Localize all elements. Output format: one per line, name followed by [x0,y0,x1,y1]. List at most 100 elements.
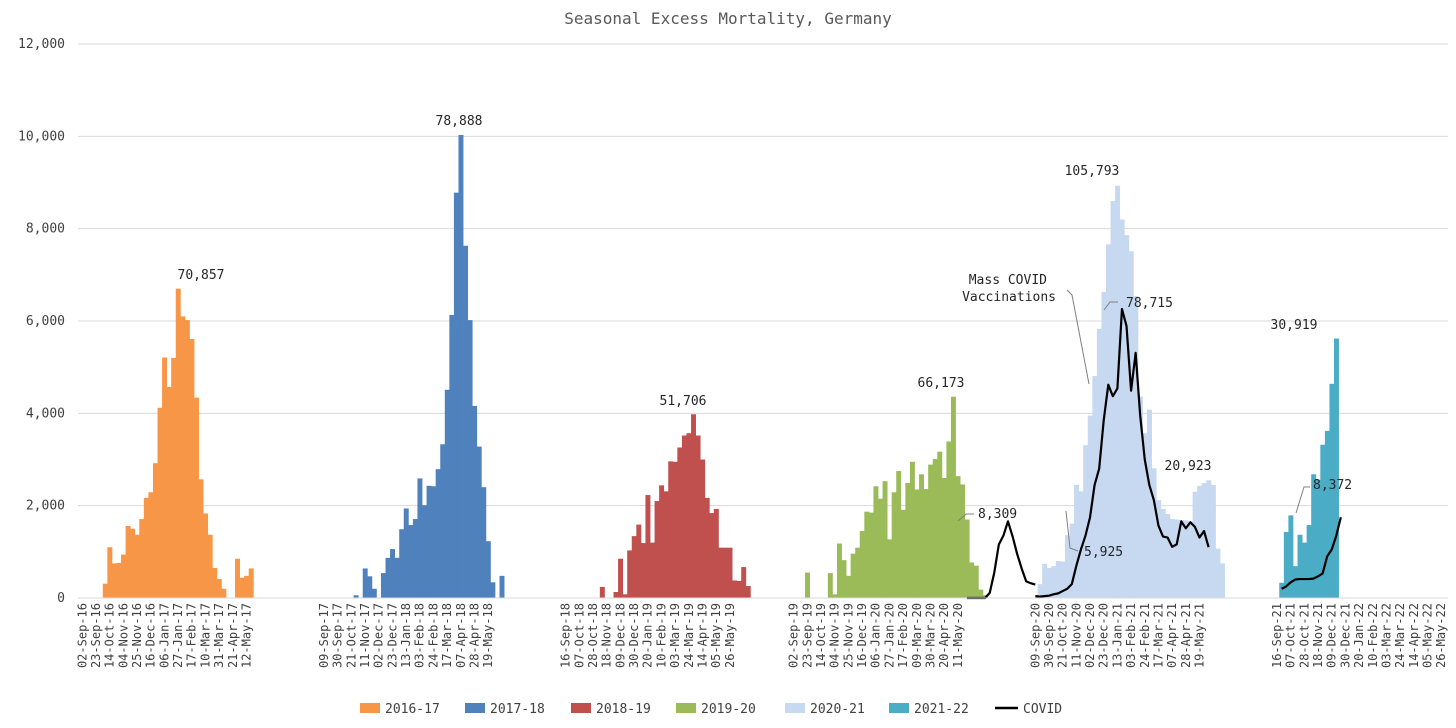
bar-2020-21 [1042,563,1048,598]
bar-2021-22 [1292,566,1298,598]
label-2020-21-late: 20,923 [1165,459,1212,474]
covid-line [1281,516,1342,590]
bar-2020-21 [1106,244,1111,599]
bar-2020-21 [1201,483,1207,598]
x-tick-label: 10-Mar-17 [198,603,212,668]
bar-2019-20 [882,481,888,598]
x-tick-label: 11-Nov-17 [358,603,372,668]
bar-2016-17 [166,387,172,598]
bar-2020-21 [1078,491,1084,598]
x-tick-label: 23-Dec-17 [385,603,399,668]
x-tick-label: 30-Mar-20 [923,603,937,668]
bar-2019-20 [919,474,924,598]
bar-2016-17 [121,554,126,598]
x-tick-label: 17-Feb-17 [185,603,199,668]
bar-2018-19 [732,580,738,598]
bar-2018-19 [668,461,674,598]
bar-2017-18 [481,487,487,598]
bar-2018-19 [727,547,733,598]
bar-2017-18 [394,557,400,598]
x-tick-label: 11-May-20 [951,603,965,668]
bar-2020-21 [1055,561,1061,598]
x-tick-label: 14-Apr-19 [695,603,709,668]
bar-2017-18 [390,549,396,598]
bar-2017-18 [440,444,446,598]
bar-2017-18 [490,582,496,598]
bar-2020-21 [1110,200,1116,598]
x-tick-label: 28-Apr-21 [1179,603,1193,668]
bar-2016-17 [244,575,250,598]
bar-2019-20 [964,519,970,598]
bar-2019-20 [896,471,902,598]
vaccination-leader-line [1066,289,1090,385]
bar-2020-21 [1192,491,1198,598]
bar-2018-19 [691,414,696,598]
bar-2021-22 [1283,531,1289,598]
bar-2016-17 [203,513,209,598]
bar-2017-18 [367,576,373,598]
bar-2020-21 [1174,519,1180,598]
bar-2017-18 [417,478,423,598]
bar-2016-17 [111,563,117,599]
y-tick-label: 8,000 [26,222,65,237]
bar-2017-18 [380,573,386,598]
label-covid-2020-21: 78,715 [1126,296,1173,311]
bar-2021-22 [1297,534,1303,598]
x-tick-label: 02-Dec-17 [372,603,386,668]
x-tick-label: 24-Feb-18 [426,603,440,668]
bar-2018-19 [631,536,637,598]
bar-2018-19 [645,495,651,598]
bar-2019-20 [841,560,847,598]
bar-2020-21 [1160,508,1166,598]
bar-2018-19 [599,586,605,598]
bar-2020-21 [1165,513,1171,598]
bar-2017-18 [371,588,377,598]
bar-2021-22 [1329,383,1335,598]
bar-2018-19 [650,542,655,598]
bar-2016-17 [130,528,136,598]
x-tick-label: 04-Nov-16 [116,603,130,668]
bar-2020-21 [1133,296,1139,598]
bar-2017-18 [403,508,409,598]
bar-2019-20 [928,464,934,598]
bar-2019-20 [955,476,961,598]
bar-2020-21 [1074,484,1080,598]
x-tick-label: 17-Feb-20 [896,603,910,668]
bar-2016-17 [221,588,227,598]
bar-2016-17 [175,288,181,598]
bar-2018-19 [709,513,715,598]
x-tick-label: 23-Dec-20 [1097,603,1111,668]
bar-2019-20 [864,511,870,598]
x-tick-label: 30-Dec-18 [627,603,641,668]
bar-2019-20 [850,553,856,598]
bar-2019-20 [805,572,810,598]
bar-2016-17 [212,567,218,598]
x-tick-label: 07-Apr-18 [454,603,468,668]
bar-2019-20 [932,459,938,598]
bar-2018-19 [613,592,619,598]
x-tick-label: 20-Jan-19 [641,603,655,668]
bar-2016-17 [143,497,149,598]
x-tick-label: 03-Feb-21 [1124,603,1138,668]
x-tick-label: 21-Apr-17 [226,603,240,668]
bar-2020-21 [1046,567,1052,598]
x-tick-label: 13-Jan-18 [399,603,413,668]
legend-swatch [785,703,805,713]
bar-2019-20 [914,489,920,598]
bar-2021-22 [1311,474,1317,598]
bar-2020-21 [1124,235,1130,598]
bar-2018-19 [700,459,706,598]
label-5925-leader [1065,510,1079,552]
bar-2017-18 [362,568,368,598]
bar-2016-17 [116,562,122,598]
bar-2020-21 [1151,468,1157,598]
x-tick-label: 24-Mar-19 [682,603,696,668]
bar-2016-17 [189,339,195,598]
bar-2018-19 [618,558,624,598]
bar-2017-18 [449,315,455,598]
x-tick-label: 16-Sep-21 [1270,603,1284,668]
bar-2019-20 [978,589,984,598]
legend-label: 2020-21 [810,702,865,717]
x-tick-label: 30-Sep-20 [1042,603,1056,668]
bar-2018-19 [722,547,728,598]
